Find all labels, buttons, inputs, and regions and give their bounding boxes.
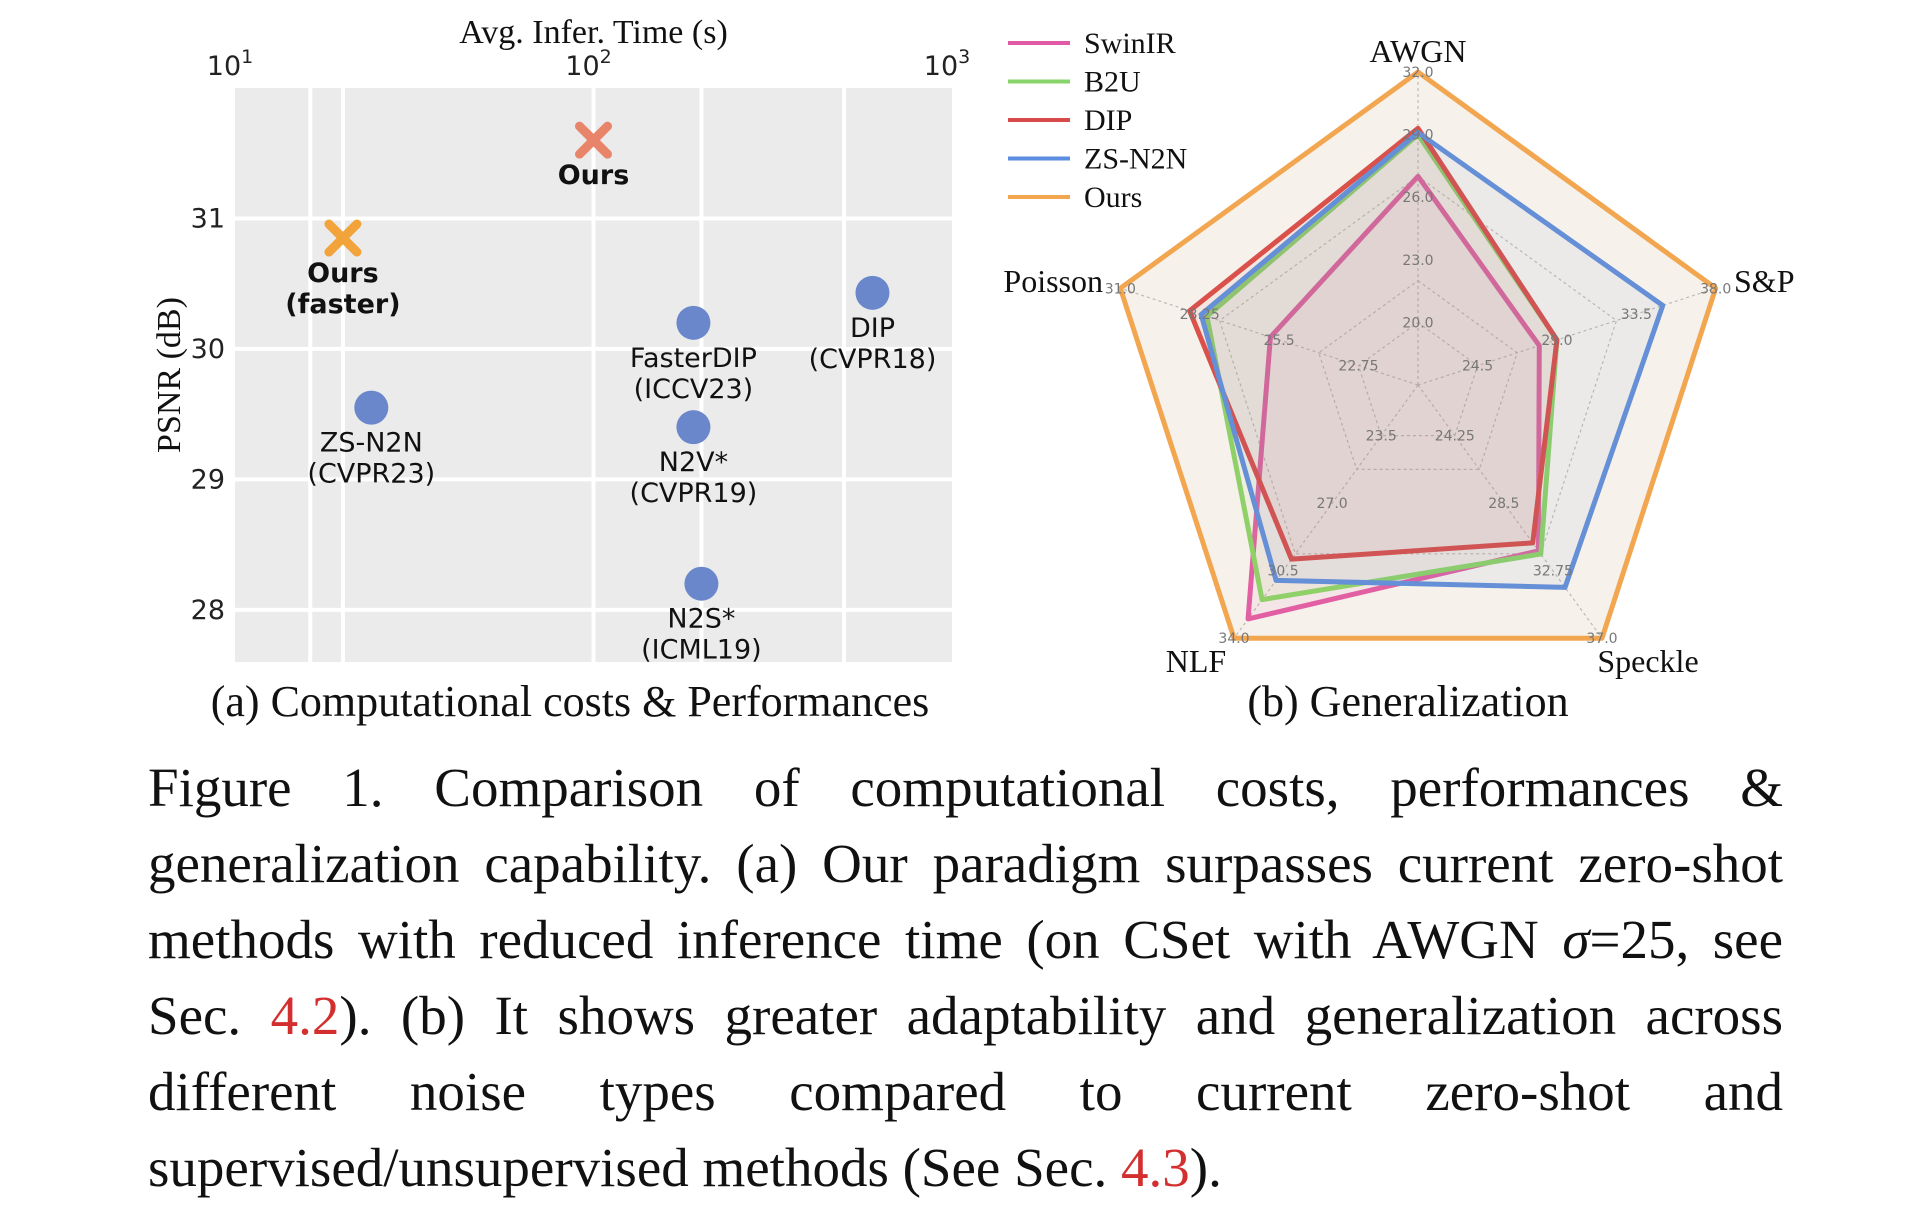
point-label: N2S* [667,604,735,635]
radar-ring-label: 23.0 [1402,253,1433,269]
radar-grid-ring [1318,279,1518,471]
radar-axis-label: Speckle [1597,643,1698,679]
point-label: Ours [307,258,379,289]
point-marker-circle [676,305,711,340]
radar-axis-label: AWGN [1370,33,1467,69]
radar-series-zs-n2n [1198,130,1666,590]
radar-ring-label: 37.0 [1586,631,1617,647]
radar-ring-label: 26.0 [1402,190,1433,206]
caption-text-1: Figure 1. Comparison of computational co… [148,757,1783,970]
subfigure-caption-b: (b) Generalization [1247,677,1568,726]
radar-ring-label: 27.0 [1317,496,1348,512]
radar-grid-ring [1357,321,1479,437]
radar-ring-label: 38.0 [1700,281,1731,297]
x-tick-label: 101 [207,46,253,82]
point-label: N2V* [659,447,728,478]
point-marker-circle [354,390,389,425]
radar-spoke [1417,384,1603,639]
point-label: (faster) [285,289,400,320]
legend-label: SwinIR [1084,27,1176,60]
scatter-chart: 28 29 30 31 101 102 103 Avg. Infer. Time (s) PSN… [151,14,970,726]
radar-spoke [1417,287,1716,386]
section-ref-link-1[interactable]: 4.2 [270,985,340,1046]
point-label: DIP [850,313,895,344]
y-tick-label: 29 [191,464,225,495]
y-tick-label: 30 [191,334,225,365]
figure-canvas: 28 29 30 31 101 102 103 Avg. Infer. Time (s) PSN… [151,14,1794,726]
point-marker-circle [684,566,719,601]
radar-ring-label: 31.0 [1105,281,1136,297]
radar-ring-label: 22.75 [1338,359,1378,375]
point-marker-circle [676,410,711,445]
radar-chart: 20.0 23.0 26.0 29.0 32.0 24.5 29.0 33.5 38.0 24.2… [1003,27,1794,726]
point-label: ZS-N2N [320,428,423,459]
radar-ring-label: 29.0 [1402,128,1433,144]
legend-label: ZS-N2N [1084,143,1187,176]
legend-label: Ours [1084,181,1142,214]
radar-ring-label: 25.5 [1263,333,1294,349]
caption-text-4: ). [1189,1137,1222,1198]
radar-axis-label: S&P [1734,263,1794,299]
radar-ring-label: 24.5 [1462,359,1493,375]
radar-background [1120,72,1716,639]
caption-text-2: =25, see Sec. [148,909,1783,1046]
section-ref-link-2[interactable]: 4.3 [1121,1137,1190,1198]
point-label: (CVPR23) [307,459,435,490]
point-label: (CVPR19) [630,478,758,509]
caption-text-3: ). (b) It shows greater adaptability and… [148,985,1783,1198]
radar-grid-ring [1218,175,1618,555]
radar-series-dip [1187,125,1560,562]
point-label: (CVPR18) [809,344,937,375]
point-label: FasterDIP [630,343,757,374]
point-label: Ours [558,160,630,191]
y-tick-label: 31 [191,203,225,234]
point-label: (ICCV23) [634,374,754,405]
radar-axis-label: NLF [1166,643,1226,679]
subfigure-caption-a: (a) Computational costs & Performances [211,677,929,726]
radar-ring-label: 28.25 [1180,307,1220,323]
x-axis-title: Avg. Infer. Time (s) [459,14,728,51]
radar-ring-label: 33.5 [1621,307,1652,323]
point-marker-circle [855,275,890,310]
radar-ring-label: 23.5 [1366,429,1397,445]
point-marker-x [324,219,362,257]
y-tick-label: 28 [191,595,225,626]
x-tick-label: 102 [565,46,611,82]
y-axis-title: PSNR (dB) [151,297,188,453]
caption-sigma: σ [1562,909,1590,970]
figure-caption: Figure 1. Comparison of computational co… [148,750,1783,1206]
radar-ring-label: 29.0 [1541,333,1572,349]
legend-label: DIP [1084,104,1132,137]
radar-ring-label: 20.0 [1402,315,1433,331]
legend-label: B2U [1084,66,1141,99]
x-tick-label: 103 [924,46,970,82]
radar-ring-label: 32.75 [1533,564,1573,580]
point-label: (ICML19) [641,635,762,666]
radar-ring-label: 32.0 [1402,65,1433,81]
point-marker-x [575,121,612,159]
radar-spoke [1233,384,1419,639]
radar-ring-label: 24.25 [1435,429,1475,445]
radar-ring-label: 28.5 [1488,496,1519,512]
radar-axis-label: Poisson [1003,263,1103,299]
radar-series-ours [1117,69,1719,641]
radar-ring-label: 30.5 [1267,564,1298,580]
radar-ring-label: 34.0 [1218,631,1249,647]
